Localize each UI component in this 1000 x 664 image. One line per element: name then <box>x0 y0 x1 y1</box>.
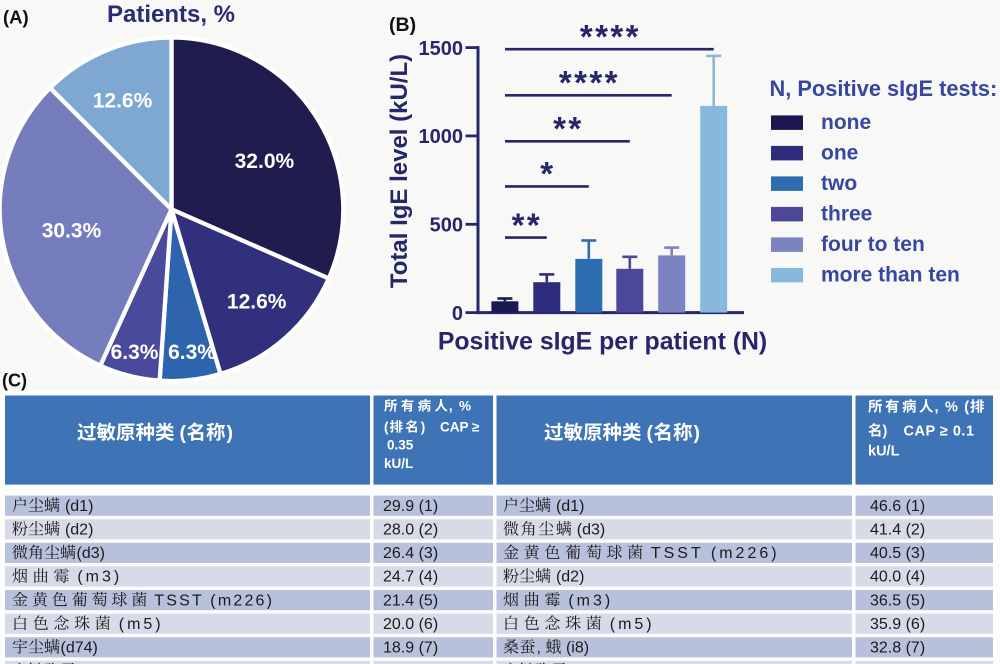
svg-text:1500: 1500 <box>419 38 464 60</box>
svg-text:**: ** <box>553 110 584 147</box>
svg-text:20.0 (6): 20.0 (6) <box>383 616 438 633</box>
svg-text:CAP ≥: CAP ≥ <box>440 420 480 435</box>
svg-text:1000: 1000 <box>419 126 464 148</box>
svg-text:28.0 (2): 28.0 (2) <box>383 522 438 539</box>
svg-text:6.3%: 6.3% <box>168 341 216 364</box>
svg-text:, % (: , % ( <box>935 400 971 416</box>
svg-text:(i8): (i8) <box>562 640 590 657</box>
svg-text:): ) <box>421 420 426 435</box>
svg-text:(d3): (d3) <box>77 545 105 562</box>
svg-text:46.6 (1): 46.6 (1) <box>870 498 925 515</box>
svg-text:(d2): (d2) <box>552 569 585 586</box>
svg-text:(: ( <box>647 422 654 444</box>
svg-text:, %: , % <box>449 399 472 414</box>
svg-text:(d3): (d3) <box>572 522 605 539</box>
svg-text:N, Positive sIgE tests:: N, Positive sIgE tests: <box>770 76 998 101</box>
svg-text:21.4 (5): 21.4 (5) <box>383 592 438 609</box>
svg-text:0.35: 0.35 <box>387 438 414 453</box>
svg-text:(d1): (d1) <box>61 498 94 515</box>
svg-text:32.0%: 32.0% <box>235 150 295 173</box>
svg-text:): ) <box>694 422 701 444</box>
svg-text:(A): (A) <box>3 7 29 28</box>
svg-text:two: two <box>821 172 857 195</box>
svg-text:,: , <box>537 640 541 657</box>
svg-text:****: **** <box>559 64 620 101</box>
svg-text:12.6%: 12.6% <box>227 290 287 313</box>
svg-text:**: ** <box>512 206 543 243</box>
svg-text:0: 0 <box>452 303 463 325</box>
svg-text:24.7 (4): 24.7 (4) <box>383 569 438 586</box>
svg-text:): ) <box>883 424 888 440</box>
svg-text:(C): (C) <box>2 371 27 391</box>
svg-text:32.8 (7): 32.8 (7) <box>870 640 925 657</box>
svg-text:Total IgE level (kU/L): Total IgE level (kU/L) <box>386 54 413 288</box>
svg-text:500: 500 <box>430 215 463 237</box>
svg-text:(d74): (d74) <box>61 640 98 657</box>
svg-text:(m5): (m5) <box>602 616 654 633</box>
svg-text:three: three <box>821 202 872 225</box>
svg-text:(m5): (m5) <box>111 616 163 633</box>
svg-text:(: ( <box>180 422 187 444</box>
svg-text:****: **** <box>580 18 641 55</box>
svg-text:one: one <box>821 141 858 164</box>
svg-text:four to ten: four to ten <box>821 233 925 256</box>
svg-text:18.9 (7): 18.9 (7) <box>383 640 438 657</box>
svg-text:40.0 (4): 40.0 (4) <box>870 569 925 586</box>
svg-text:TSST (m226): TSST (m226) <box>148 592 274 609</box>
svg-text:40.5 (3): 40.5 (3) <box>870 545 925 562</box>
svg-text:CAP ≥ 0.1: CAP ≥ 0.1 <box>904 424 975 440</box>
svg-text:Positive sIgE per patient (N): Positive sIgE per patient (N) <box>438 329 767 356</box>
svg-text:41.4 (2): 41.4 (2) <box>870 522 925 539</box>
svg-text:(m3): (m3) <box>70 569 122 586</box>
svg-text:*: * <box>540 155 555 192</box>
svg-text:12.6%: 12.6% <box>93 90 153 113</box>
svg-text:Patients, %: Patients, % <box>107 1 235 28</box>
svg-text:more than ten: more than ten <box>821 263 960 286</box>
svg-text:6.3%: 6.3% <box>111 341 159 364</box>
svg-text:30.3%: 30.3% <box>42 219 102 242</box>
svg-text:(m3): (m3) <box>561 592 613 609</box>
svg-text:kU/L: kU/L <box>868 443 900 459</box>
svg-text:35.9 (6): 35.9 (6) <box>870 616 925 633</box>
svg-text:36.5 (5): 36.5 (5) <box>870 592 925 609</box>
svg-text:TSST (m226): TSST (m226) <box>644 545 780 562</box>
svg-text:(: ( <box>384 420 389 435</box>
svg-text:kU/L: kU/L <box>384 456 413 471</box>
svg-text:(d1): (d1) <box>552 498 585 515</box>
svg-text:none: none <box>821 111 871 134</box>
svg-text:(d2): (d2) <box>61 522 94 539</box>
svg-text:): ) <box>227 422 234 444</box>
svg-text:29.9 (1): 29.9 (1) <box>383 498 438 515</box>
svg-text:26.4 (3): 26.4 (3) <box>383 545 438 562</box>
svg-text:(B): (B) <box>389 14 416 36</box>
